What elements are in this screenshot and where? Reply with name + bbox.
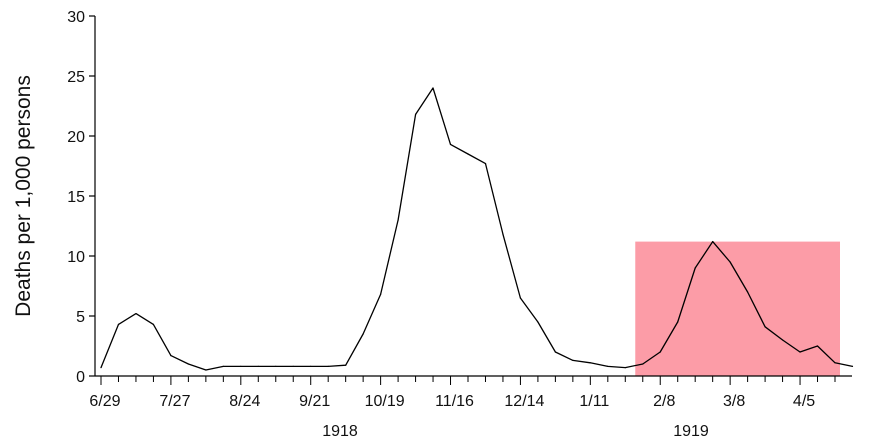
year-label-1919: 1919 <box>673 423 709 440</box>
data-point <box>782 339 784 341</box>
y-axis-title: Deaths per 1,000 persons <box>12 75 35 317</box>
data-point <box>397 219 399 221</box>
data-point <box>607 365 609 367</box>
data-point <box>484 163 487 165</box>
data-point <box>257 365 259 367</box>
x-tick-label: 3/8 <box>723 393 745 410</box>
data-point <box>222 365 224 367</box>
y-tick-label: 0 <box>76 369 85 386</box>
y-tick-label: 15 <box>67 189 85 206</box>
year-label-1918: 1918 <box>322 423 358 440</box>
data-point <box>187 363 189 365</box>
data-point <box>851 365 854 367</box>
x-tick-label: 12/14 <box>504 393 544 410</box>
data-point <box>310 365 312 367</box>
data-point <box>292 365 294 367</box>
data-point <box>519 297 522 299</box>
x-tick-label: 4/5 <box>793 393 815 410</box>
data-point <box>502 233 504 235</box>
data-point <box>362 333 364 335</box>
data-point <box>449 143 452 145</box>
data-point <box>537 321 539 323</box>
y-tick-label: 10 <box>67 249 85 266</box>
data-point <box>345 364 347 366</box>
data-point <box>240 365 242 367</box>
data-point <box>816 345 819 347</box>
data-point <box>554 351 557 353</box>
x-tick-label: 6/29 <box>89 393 120 410</box>
data-point <box>432 87 434 89</box>
data-point <box>642 363 644 365</box>
x-tick-label: 11/16 <box>435 393 474 410</box>
data-point <box>205 369 207 371</box>
x-tick-label: 1/11 <box>579 393 609 410</box>
data-point <box>799 351 801 353</box>
x-tick-label: 10/19 <box>365 393 405 410</box>
data-point <box>694 267 696 269</box>
data-point <box>100 367 102 369</box>
y-tick-label: 20 <box>67 129 85 146</box>
data-point <box>764 326 766 328</box>
data-point <box>729 261 731 263</box>
data-point <box>467 153 469 155</box>
y-tick-label: 30 <box>67 9 85 26</box>
x-tick-label: 9/21 <box>299 393 330 410</box>
x-tick-label: 2/8 <box>653 393 675 410</box>
data-point <box>712 241 714 243</box>
data-point <box>275 365 277 367</box>
data-point <box>834 362 836 364</box>
data-point <box>677 321 679 323</box>
data-point <box>170 355 172 357</box>
data-point <box>152 323 154 325</box>
y-tick-label: 25 <box>67 69 85 86</box>
data-point <box>659 351 661 353</box>
data-point <box>747 291 749 293</box>
data-point <box>117 323 120 325</box>
x-tick-label: 7/27 <box>159 393 190 410</box>
data-point <box>327 365 329 367</box>
data-point <box>380 293 382 295</box>
x-tick-label: 8/24 <box>229 393 260 410</box>
y-tick-label: 5 <box>76 309 85 326</box>
series-line <box>100 87 853 371</box>
data-point <box>624 367 626 369</box>
data-point <box>572 359 574 361</box>
highlight-region <box>635 241 840 376</box>
data-point <box>589 362 591 364</box>
data-point <box>415 113 417 115</box>
data-point <box>135 313 137 315</box>
